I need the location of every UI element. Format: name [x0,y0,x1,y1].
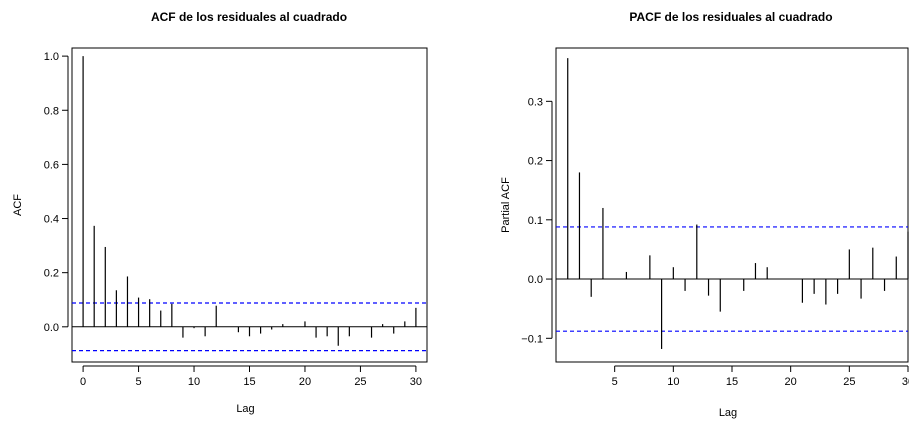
y-tick-label: 1.0 [44,51,59,63]
y-tick-label: 0.2 [44,268,59,280]
x-tick-label: 25 [354,376,366,388]
y-tick-label: 0.0 [44,322,59,334]
x-tick-label: 5 [136,376,142,388]
chart-panel-2: PACF de los residuales al cuadrado Lag Par… [500,10,909,419]
x-axis-label: Lag [236,403,254,415]
chart-title: ACF de los residuales al cuadrado [151,10,347,24]
y-tick-label: 0.6 [44,159,59,171]
plot-frame [71,47,428,363]
x-tick-label: 0 [80,376,86,388]
x-tick-label: 15 [726,376,738,388]
y-tick-label: 0.2 [528,156,543,168]
y-tick-label: 0.0 [528,274,543,286]
x-tick-label: 20 [299,376,311,388]
x-tick-label: 10 [667,376,679,388]
y-tick-label: −0.1 [521,333,543,345]
chart-title: PACF de los residuales al cuadrado [629,10,832,24]
x-axis-label: Lag [719,407,737,419]
y-axis-label: ACF [12,194,24,216]
x-tick-label: 10 [188,376,200,388]
y-tick-label: 0.1 [528,215,543,227]
x-tick-label: 30 [902,376,909,388]
y-tick-label: 0.3 [528,96,543,108]
chart-panel-1: ACF de los residuales al cuadrado Lag ACF 0… [12,10,428,415]
y-tick-label: 0.8 [44,105,59,117]
x-tick-label: 30 [410,376,422,388]
x-tick-label: 5 [612,376,618,388]
x-tick-label: 25 [843,376,855,388]
plot-frame [555,47,909,363]
x-tick-label: 20 [785,376,797,388]
y-axis-label: Partial ACF [500,177,512,233]
x-tick-label: 15 [243,376,255,388]
y-tick-label: 0.4 [44,214,59,226]
